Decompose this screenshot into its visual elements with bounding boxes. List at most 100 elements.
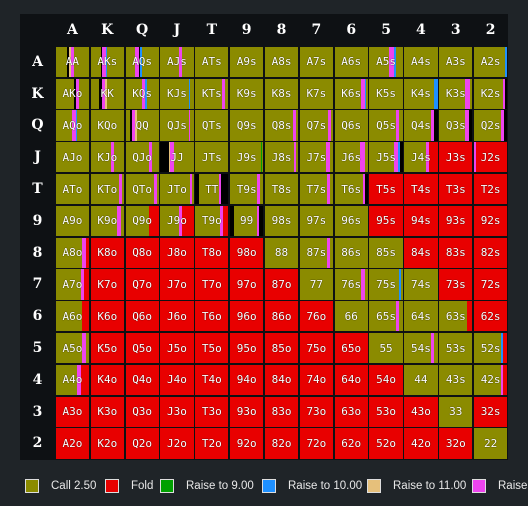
hand-cell-Q7s[interactable]: Q7s [299, 110, 333, 141]
hand-cell-53s[interactable]: 53s [439, 333, 473, 364]
hand-cell-65o[interactable]: 65o [334, 333, 368, 364]
hand-cell-A3o[interactable]: A3o [55, 396, 90, 427]
hand-cell-93s[interactable]: 93s [439, 205, 473, 236]
hand-cell-Q2s[interactable]: Q2s [474, 110, 508, 141]
hand-cell-Q3s[interactable]: Q3s [439, 110, 473, 141]
hand-cell-K2o[interactable]: K2o [90, 428, 124, 459]
hand-cell-66[interactable]: 66 [334, 301, 368, 332]
hand-cell-TT[interactable]: TT [195, 174, 229, 205]
hand-cell-K6s[interactable]: K6s [334, 78, 368, 109]
hand-cell-86o[interactable]: 86o [264, 301, 299, 332]
hand-cell-Q4s[interactable]: Q4s [404, 110, 438, 141]
hand-cell-J3o[interactable]: J3o [160, 396, 194, 427]
hand-cell-33[interactable]: 33 [439, 396, 473, 427]
hand-cell-42o[interactable]: 42o [404, 428, 438, 459]
hand-cell-T2o[interactable]: T2o [195, 428, 229, 459]
hand-cell-KTs[interactable]: KTs [195, 78, 229, 109]
hand-cell-A9s[interactable]: A9s [230, 46, 264, 77]
hand-cell-95o[interactable]: 95o [230, 333, 264, 364]
hand-cell-A3s[interactable]: A3s [439, 46, 473, 77]
hand-cell-54o[interactable]: 54o [369, 364, 403, 395]
hand-cell-52o[interactable]: 52o [369, 428, 403, 459]
hand-cell-QTs[interactable]: QTs [195, 110, 229, 141]
hand-cell-64o[interactable]: 64o [334, 364, 368, 395]
hand-cell-KJo[interactable]: KJo [90, 142, 124, 173]
hand-cell-73s[interactable]: 73s [439, 269, 473, 300]
hand-cell-62s[interactable]: 62s [474, 301, 508, 332]
hand-cell-87o[interactable]: 87o [264, 269, 299, 300]
hand-cell-K2s[interactable]: K2s [474, 78, 508, 109]
hand-cell-K4s[interactable]: K4s [404, 78, 438, 109]
hand-cell-52s[interactable]: 52s [474, 333, 508, 364]
hand-cell-J8o[interactable]: J8o [160, 237, 194, 268]
hand-cell-74o[interactable]: 74o [299, 364, 333, 395]
hand-cell-64s[interactable]: 64s [404, 301, 438, 332]
hand-cell-92o[interactable]: 92o [230, 428, 264, 459]
hand-cell-K8s[interactable]: K8s [264, 78, 299, 109]
hand-cell-J5s[interactable]: J5s [369, 142, 403, 173]
hand-cell-42s[interactable]: 42s [474, 364, 508, 395]
hand-cell-Q4o[interactable]: Q4o [125, 364, 159, 395]
hand-cell-T3o[interactable]: T3o [195, 396, 229, 427]
hand-cell-KJs[interactable]: KJs [160, 78, 194, 109]
hand-cell-T4o[interactable]: T4o [195, 364, 229, 395]
hand-cell-AQo[interactable]: AQo [55, 110, 90, 141]
hand-cell-73o[interactable]: 73o [299, 396, 333, 427]
hand-cell-94o[interactable]: 94o [230, 364, 264, 395]
hand-cell-T7o[interactable]: T7o [195, 269, 229, 300]
hand-cell-82s[interactable]: 82s [474, 237, 508, 268]
hand-cell-JTo[interactable]: JTo [160, 174, 194, 205]
hand-cell-92s[interactable]: 92s [474, 205, 508, 236]
hand-cell-Q2o[interactable]: Q2o [125, 428, 159, 459]
hand-cell-J9s[interactable]: J9s [230, 142, 264, 173]
hand-cell-Q9o[interactable]: Q9o [125, 205, 159, 236]
hand-cell-A4s[interactable]: A4s [404, 46, 438, 77]
hand-cell-74s[interactable]: 74s [404, 269, 438, 300]
hand-cell-J6s[interactable]: J6s [334, 142, 368, 173]
hand-cell-99[interactable]: 99 [230, 205, 264, 236]
hand-cell-Q8s[interactable]: Q8s [264, 110, 299, 141]
hand-cell-AJo[interactable]: AJo [55, 142, 90, 173]
hand-cell-A5o[interactable]: A5o [55, 333, 90, 364]
hand-cell-97s[interactable]: 97s [299, 205, 333, 236]
hand-cell-ATo[interactable]: ATo [55, 174, 90, 205]
hand-cell-85s[interactable]: 85s [369, 237, 403, 268]
hand-cell-T7s[interactable]: T7s [299, 174, 333, 205]
hand-cell-A7s[interactable]: A7s [299, 46, 333, 77]
hand-cell-62o[interactable]: 62o [334, 428, 368, 459]
hand-cell-K7o[interactable]: K7o [90, 269, 124, 300]
hand-cell-K9s[interactable]: K9s [230, 78, 264, 109]
hand-cell-A6o[interactable]: A6o [55, 301, 90, 332]
hand-cell-T9s[interactable]: T9s [230, 174, 264, 205]
hand-cell-97o[interactable]: 97o [230, 269, 264, 300]
hand-cell-T2s[interactable]: T2s [474, 174, 508, 205]
hand-cell-K8o[interactable]: K8o [90, 237, 124, 268]
hand-cell-K9o[interactable]: K9o [90, 205, 124, 236]
hand-cell-T9o[interactable]: T9o [195, 205, 229, 236]
hand-cell-76o[interactable]: 76o [299, 301, 333, 332]
hand-cell-J7s[interactable]: J7s [299, 142, 333, 173]
hand-cell-A5s[interactable]: A5s [369, 46, 403, 77]
hand-cell-Q5s[interactable]: Q5s [369, 110, 403, 141]
hand-cell-Q6s[interactable]: Q6s [334, 110, 368, 141]
hand-cell-KQo[interactable]: KQo [90, 110, 124, 141]
hand-cell-JTs[interactable]: JTs [195, 142, 229, 173]
hand-cell-A7o[interactable]: A7o [55, 269, 90, 300]
hand-cell-KK[interactable]: KK [90, 78, 124, 109]
hand-cell-AKs[interactable]: AKs [90, 46, 124, 77]
hand-cell-72s[interactable]: 72s [474, 269, 508, 300]
hand-cell-96s[interactable]: 96s [334, 205, 368, 236]
hand-cell-AKo[interactable]: AKo [55, 78, 90, 109]
hand-cell-86s[interactable]: 86s [334, 237, 368, 268]
hand-cell-K4o[interactable]: K4o [90, 364, 124, 395]
hand-cell-63o[interactable]: 63o [334, 396, 368, 427]
hand-cell-AA[interactable]: AA [55, 46, 90, 77]
hand-cell-84s[interactable]: 84s [404, 237, 438, 268]
hand-cell-A4o[interactable]: A4o [55, 364, 90, 395]
hand-cell-87s[interactable]: 87s [299, 237, 333, 268]
hand-cell-T8s[interactable]: T8s [264, 174, 299, 205]
hand-cell-A2o[interactable]: A2o [55, 428, 90, 459]
hand-cell-AJs[interactable]: AJs [160, 46, 194, 77]
hand-cell-J8s[interactable]: J8s [264, 142, 299, 173]
hand-cell-K3s[interactable]: K3s [439, 78, 473, 109]
